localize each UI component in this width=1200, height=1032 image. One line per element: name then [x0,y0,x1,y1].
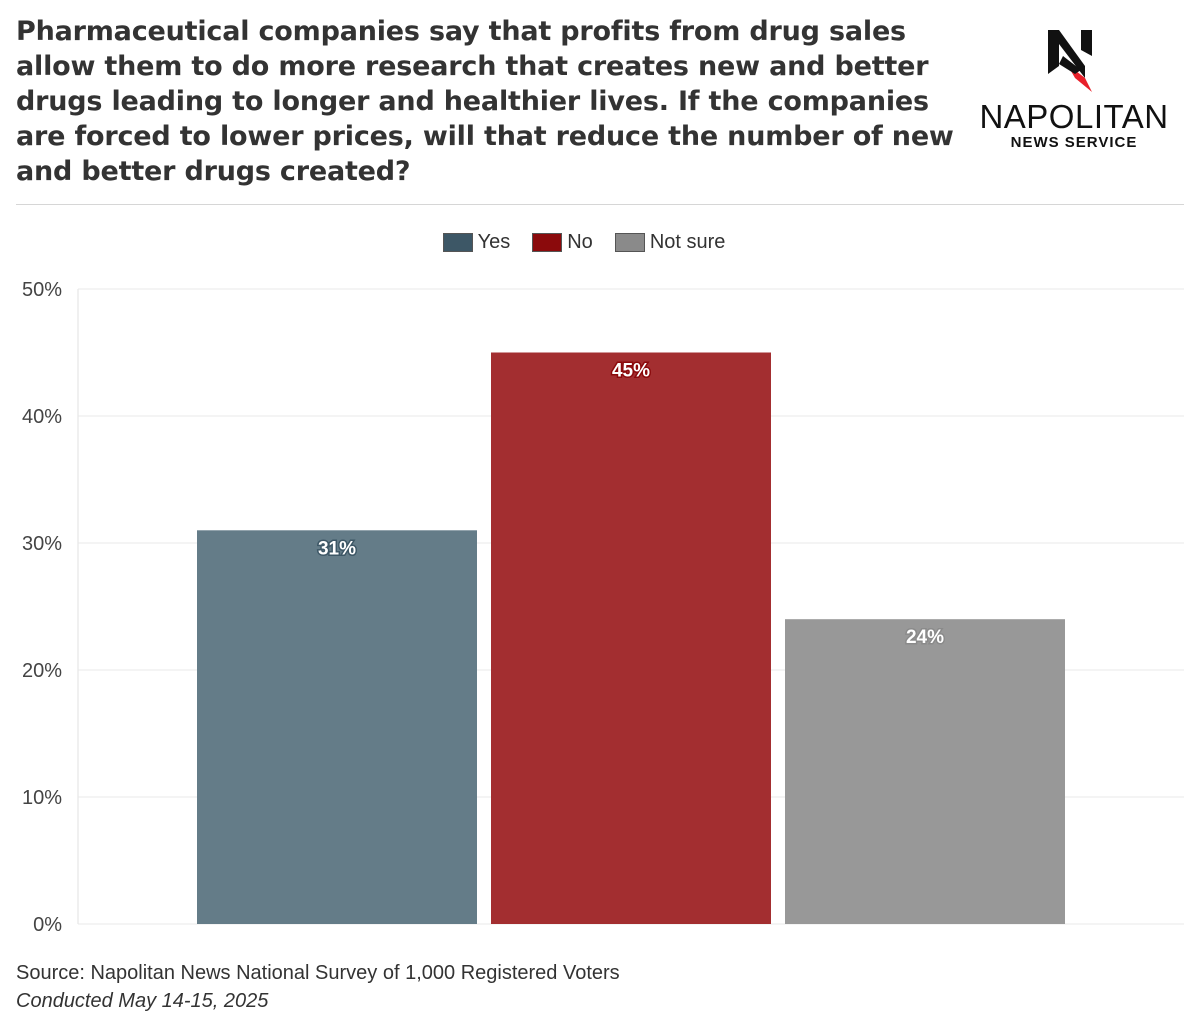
publisher-logo: NAPOLITAN NEWS SERVICE [968,22,1180,162]
source-note: Source: Napolitan News National Survey o… [16,962,620,984]
chart-title: Pharmaceutical companies say that profit… [16,16,954,187]
legend-item-yes: Yes [442,230,511,254]
legend-swatch-not-sure [614,232,645,252]
legend-item-not-sure: Not sure [614,230,726,254]
napolitan-eagle-icon [1048,30,1092,92]
y-tick-label: 0% [33,914,62,936]
legend-swatch-yes [442,232,473,252]
chart-legend: Yes No Not sure [0,228,1168,256]
bar-value-label: 24% [906,627,944,648]
legend-item-no: No [532,231,593,254]
legend-label-yes: Yes [477,230,511,253]
y-tick-label: 50% [22,279,62,301]
title-divider [16,204,1184,205]
y-tick-label: 10% [22,787,62,809]
y-tick-label: 20% [22,660,62,682]
bar-no [491,352,771,924]
legend-swatch-no [532,232,563,252]
bar-value-label: 31% [318,538,356,559]
bar-not-sure [785,619,1065,924]
logo-subtitle: NEWS SERVICE [1010,134,1138,151]
logo-name: NAPOLITAN [979,98,1169,135]
bar-chart: 0% 10% 20% 30% 40% 50% 31% 45% 24% [22,279,1184,936]
bar-value-label: 45% [612,361,650,382]
bar-yes [197,530,477,924]
y-tick-label: 40% [22,406,62,428]
conducted-date: Conducted May 14-15, 2025 [16,990,269,1012]
legend-label-no: No [567,230,593,253]
legend-label-not-sure: Not sure [649,230,726,253]
y-tick-label: 30% [22,533,62,555]
